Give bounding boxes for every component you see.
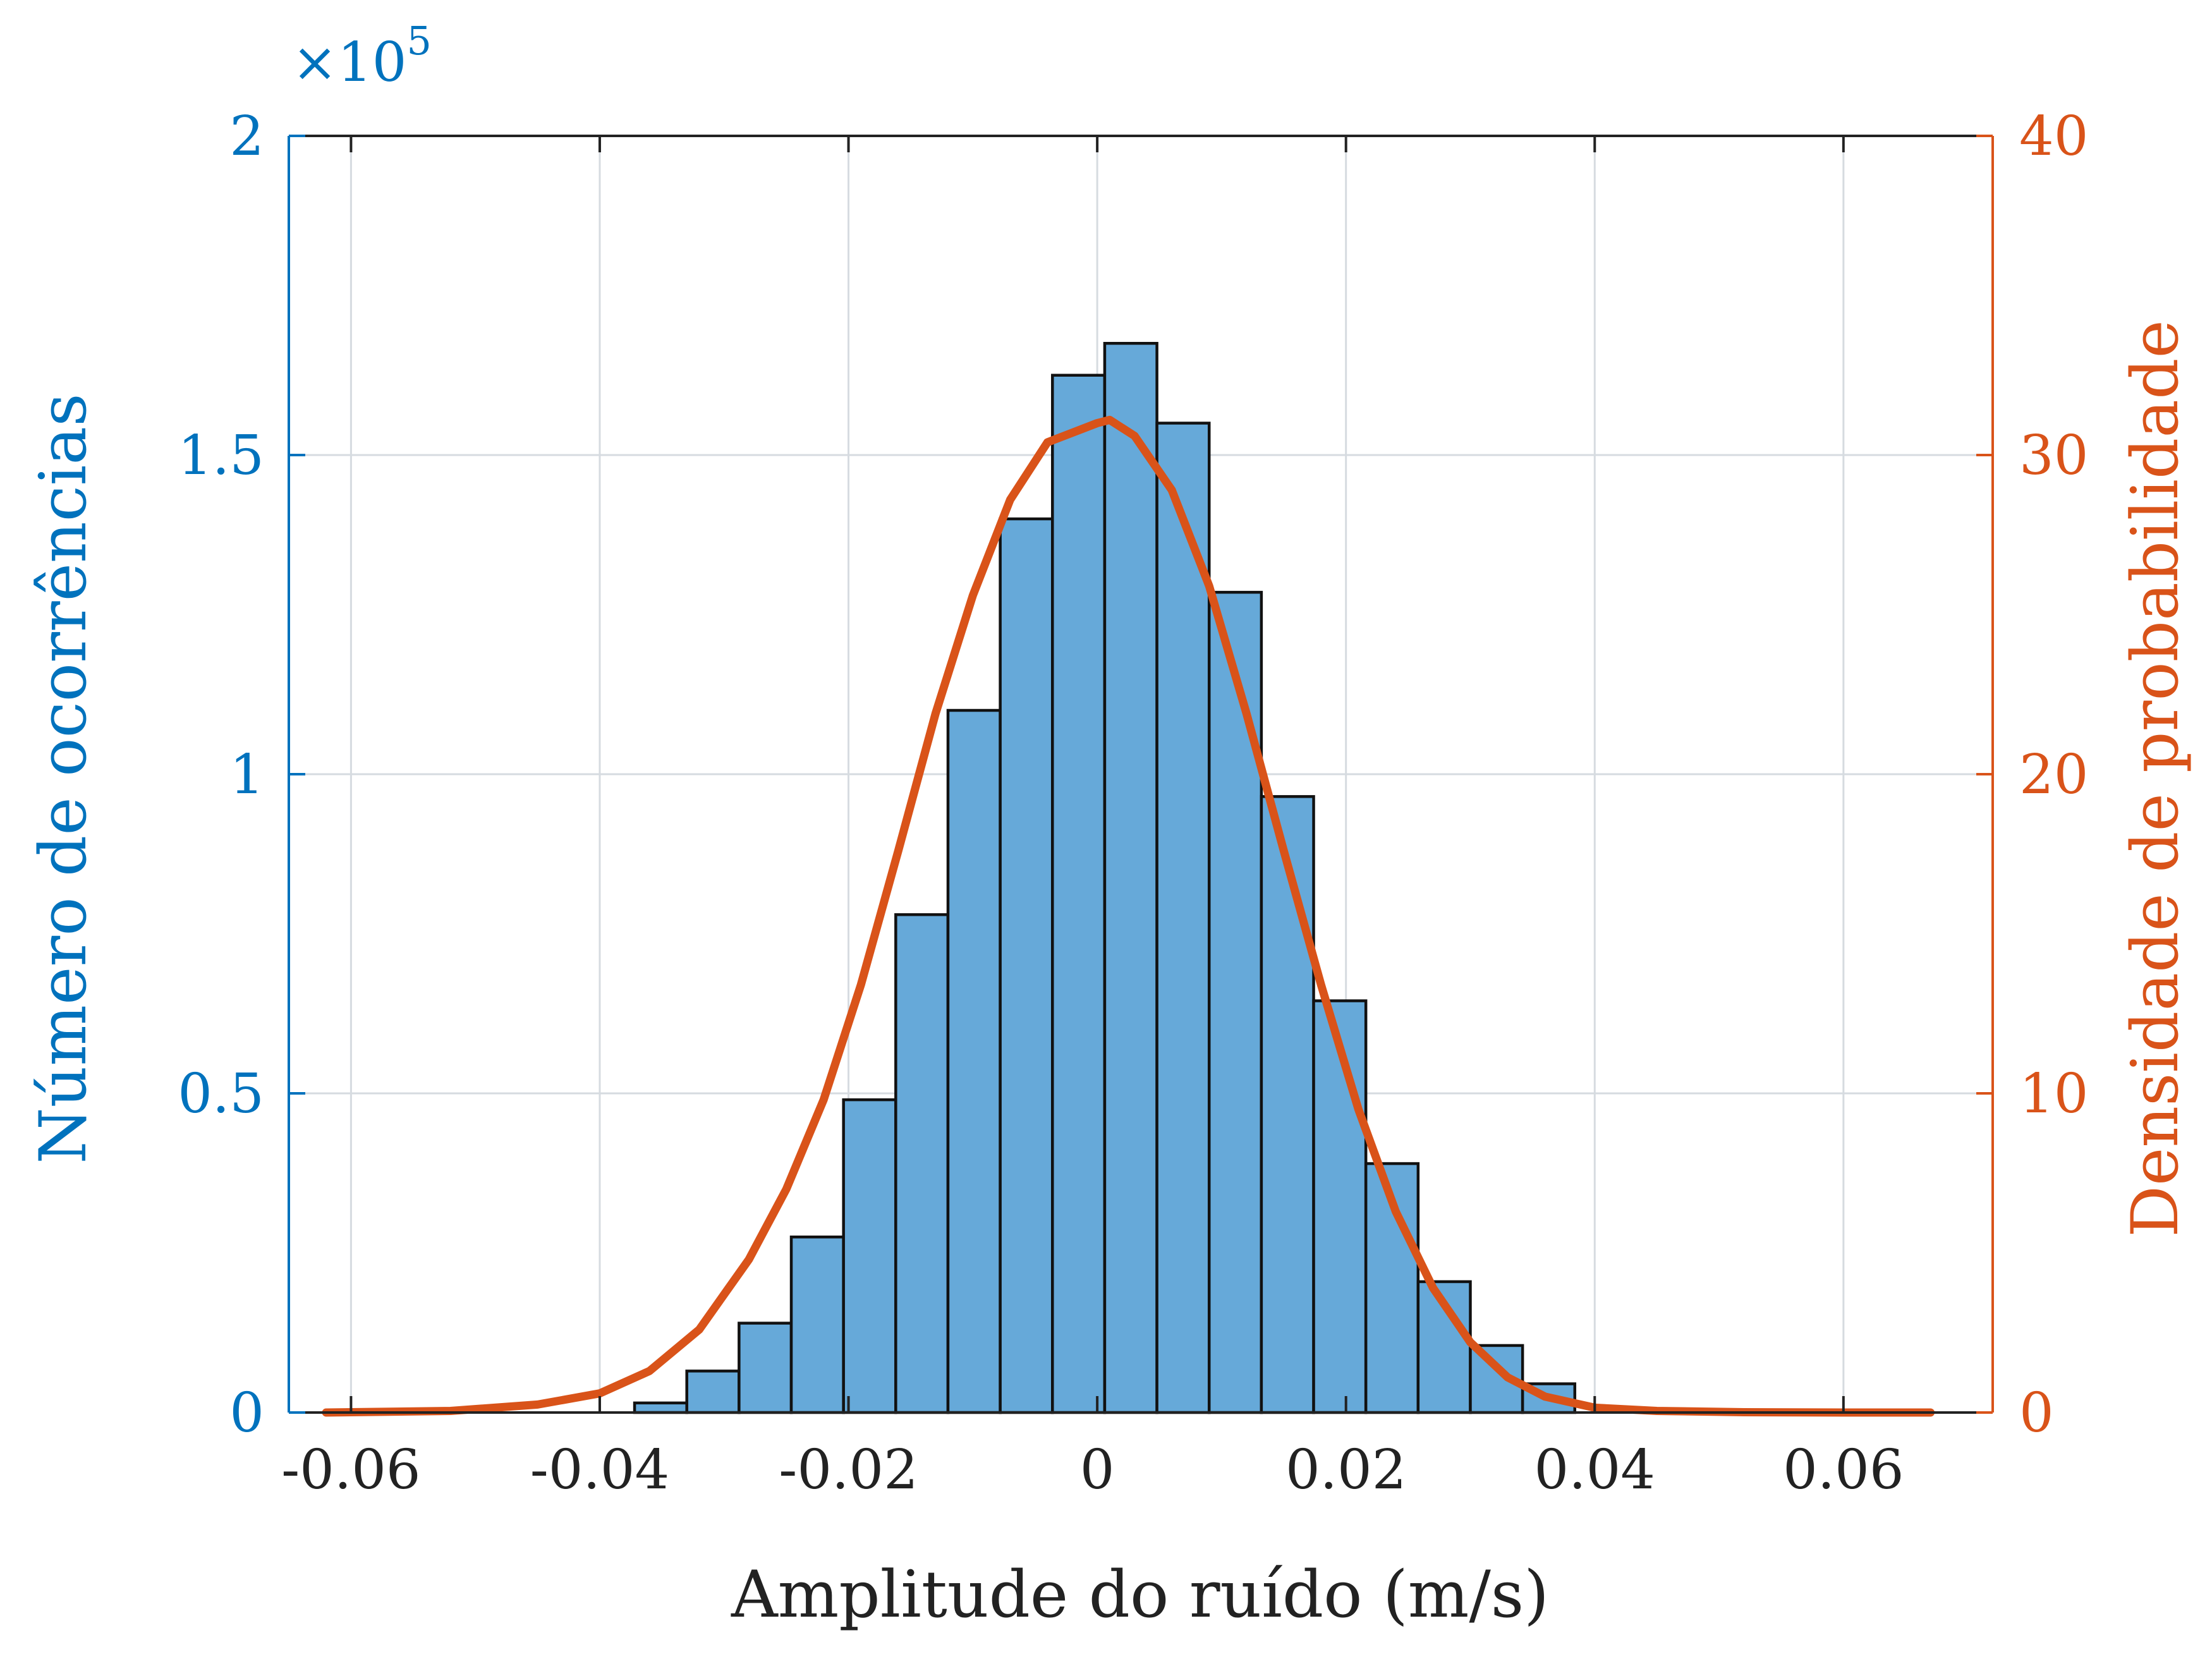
x-tick-label: 0.02 <box>1285 1438 1406 1502</box>
histogram-bar <box>1207 590 1263 1414</box>
histogram-bar <box>789 1236 845 1414</box>
x-tick-label: -0.06 <box>281 1438 421 1502</box>
histogram-bar <box>1103 342 1158 1414</box>
histogram-bar <box>633 1401 688 1414</box>
x-tick-label: 0.04 <box>1534 1438 1655 1502</box>
left-y-tick-label: 1.5 <box>178 424 264 487</box>
histogram-bar <box>685 1370 741 1414</box>
histogram-bars <box>633 342 1577 1414</box>
right-y-tick-label: 0 <box>2019 1382 2054 1445</box>
histogram-bar <box>999 517 1054 1414</box>
x-tick-label: -0.04 <box>530 1438 670 1502</box>
right-y-tick-label: 40 <box>2019 105 2088 168</box>
x-axis-title: Amplitude do ruído (m/s) <box>731 1557 1549 1632</box>
histogram-bar <box>1260 795 1315 1414</box>
right-y-tick-label: 10 <box>2019 1062 2088 1126</box>
left-y-axis-title: Número de ocorrências <box>26 393 101 1164</box>
tick-labels: -0.06 -0.04 -0.02 0 0.02 0.04 0.0600.511.52010… <box>178 105 2088 1502</box>
histogram-bar <box>1051 374 1107 1414</box>
left-y-tick-label: 0.5 <box>178 1062 264 1126</box>
y-exponent-label: ×105 <box>292 18 432 94</box>
right-y-axis-title: Densidade de probabilidade <box>2118 320 2193 1237</box>
left-y-tick-label: 2 <box>229 105 264 168</box>
histogram-bar <box>1312 999 1368 1414</box>
y-exponent-power: 5 <box>407 18 432 64</box>
pdf-curve-group <box>322 415 1935 1417</box>
pdf-curve <box>322 415 1935 1417</box>
histogram-bar <box>946 708 1002 1414</box>
histogram-bar <box>894 913 950 1414</box>
right-y-tick-label: 20 <box>2019 743 2088 806</box>
x-tick-label: -0.02 <box>779 1438 918 1502</box>
histogram-bar <box>738 1322 793 1414</box>
right-y-tick-label: 30 <box>2019 424 2088 487</box>
histogram-bar <box>842 1098 897 1414</box>
x-tick-label: 0.06 <box>1783 1438 1904 1502</box>
left-y-tick-label: 0 <box>229 1382 264 1445</box>
y-exponent-base: ×10 <box>292 31 407 94</box>
x-tick-label: 0 <box>1080 1438 1115 1502</box>
axes <box>288 135 1994 1414</box>
left-y-tick-label: 1 <box>229 743 264 806</box>
